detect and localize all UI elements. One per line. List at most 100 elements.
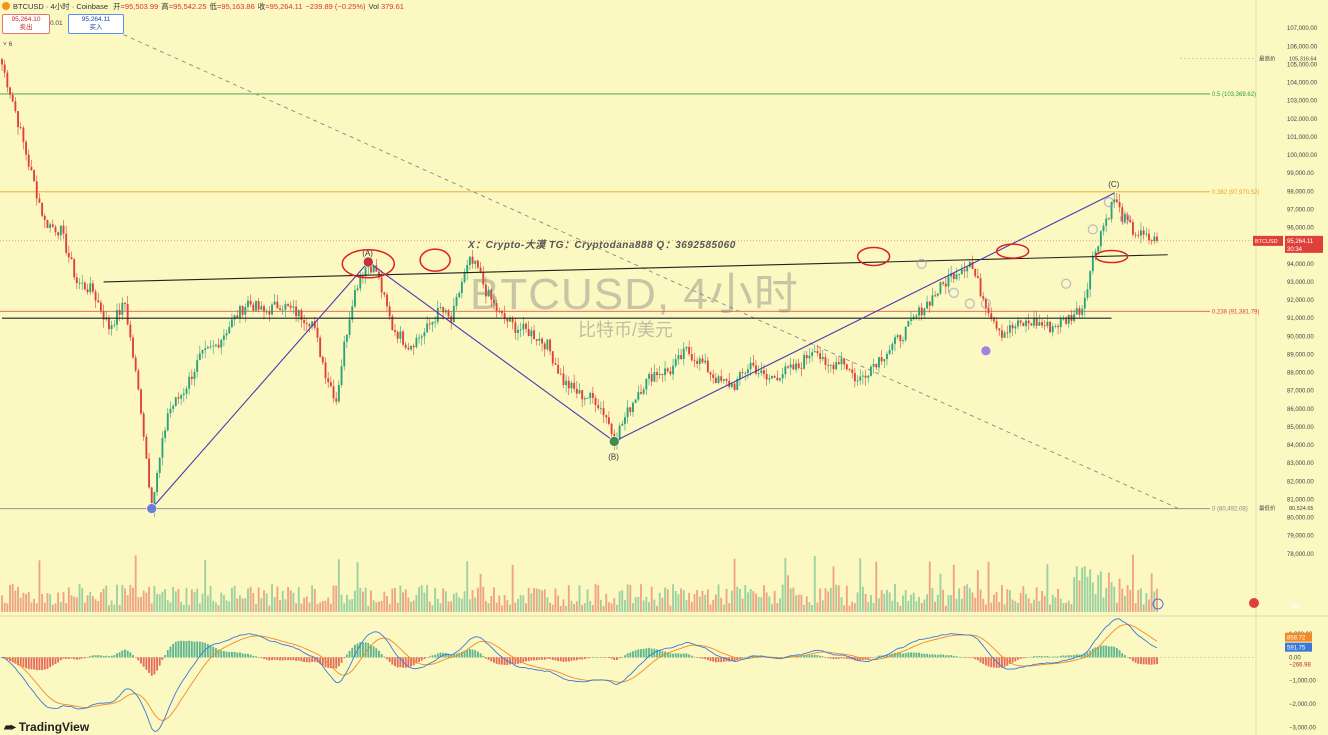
candle xyxy=(305,323,308,325)
wave-line xyxy=(151,261,369,509)
y-tick-label: 101,000.00 xyxy=(1287,135,1318,141)
y-tick-label: 97,000.00 xyxy=(1287,207,1314,213)
volume-bar xyxy=(1153,591,1156,612)
candle xyxy=(869,366,872,376)
candle xyxy=(493,299,495,304)
candle xyxy=(982,296,985,299)
macd-histogram-bar xyxy=(503,657,506,665)
macd-histogram-bar xyxy=(404,657,407,668)
candle xyxy=(672,365,675,375)
candle xyxy=(1148,233,1150,241)
volume-bar xyxy=(557,595,560,612)
macd-histogram-bar xyxy=(161,657,164,660)
macd-histogram-bar xyxy=(1041,656,1043,658)
macd-histogram-bar xyxy=(869,657,872,659)
volume-bar xyxy=(1099,571,1102,612)
volume-bar xyxy=(356,562,359,612)
macd-histogram-bar xyxy=(1038,656,1041,658)
volume-bar xyxy=(535,588,538,612)
candle xyxy=(265,311,268,313)
macd-histogram-bar xyxy=(27,657,30,670)
volume-bar xyxy=(476,587,479,612)
macd-histogram-bar xyxy=(752,655,755,658)
macd-histogram-bar xyxy=(407,657,410,668)
volume-bar xyxy=(979,589,982,612)
volume-bar xyxy=(690,601,693,612)
volume-bar xyxy=(375,602,378,612)
volume-bar xyxy=(704,594,707,612)
volume-bar xyxy=(33,598,36,612)
macd-histogram-bar xyxy=(1065,655,1068,658)
volume-bar xyxy=(613,598,616,612)
sell-button[interactable]: 95,264.10 卖出 xyxy=(2,14,50,34)
volume-bar xyxy=(484,600,487,612)
macd-histogram-bar xyxy=(549,657,552,660)
macd-histogram-bar xyxy=(501,657,503,665)
candle xyxy=(995,321,998,329)
volume-bar xyxy=(1059,598,1062,612)
symbol-line[interactable]: BTCUSD · 4小时 · Coinbase xyxy=(13,1,109,11)
buy-button[interactable]: 95,264.11 买入 xyxy=(68,14,124,34)
y-tick-label: 82,000.00 xyxy=(1287,479,1314,485)
volume-bar xyxy=(132,587,134,612)
candle xyxy=(605,415,608,418)
macd-histogram-bar xyxy=(324,657,327,668)
candle xyxy=(394,330,396,333)
candle xyxy=(83,282,86,290)
volume-bar xyxy=(1137,590,1140,612)
macd-histogram-bar xyxy=(292,657,295,661)
volume-bar xyxy=(204,559,207,612)
candle xyxy=(209,346,212,348)
macd-histogram-bar xyxy=(33,657,36,670)
macd-histogram-bar xyxy=(968,657,971,658)
candle xyxy=(976,276,979,279)
candle xyxy=(795,363,797,370)
volume-bar xyxy=(883,593,886,612)
volume-bar xyxy=(1022,586,1025,612)
candle xyxy=(1025,320,1027,327)
volume-bar xyxy=(271,584,273,612)
macd-histogram-bar xyxy=(642,648,645,658)
candle xyxy=(383,292,386,295)
fib-label: 0.238 (91,381.79) xyxy=(1212,309,1259,315)
indicator-toggle[interactable]: ˅ 6 xyxy=(3,41,13,48)
candle xyxy=(800,367,803,369)
volume-bar xyxy=(827,591,830,612)
candle xyxy=(570,382,573,389)
volume-bar xyxy=(148,586,150,612)
candle xyxy=(434,321,437,323)
candle xyxy=(656,372,658,376)
tradingview-logo[interactable]: ▰▸ TradingView xyxy=(4,720,89,734)
macd-histogram-bar xyxy=(410,657,412,667)
candle xyxy=(327,378,330,383)
macd-histogram-bar xyxy=(995,657,998,668)
macd-histogram-bar xyxy=(1067,655,1070,658)
volume-bar xyxy=(749,589,752,612)
volume-bar xyxy=(851,601,854,612)
candle xyxy=(172,405,175,409)
volume-bar xyxy=(958,588,961,612)
volume-bar xyxy=(431,605,434,612)
volume-bar xyxy=(1046,564,1049,612)
candle xyxy=(268,311,271,315)
candle xyxy=(853,372,856,382)
volume-bar xyxy=(412,600,415,612)
macd-histogram-bar xyxy=(394,657,396,667)
candle xyxy=(573,382,576,389)
candle xyxy=(303,319,306,324)
candle xyxy=(559,373,562,375)
macd-histogram-bar xyxy=(987,657,990,667)
macd-histogram-bar xyxy=(193,641,196,658)
macd-histogram-bar xyxy=(420,657,423,661)
candle xyxy=(353,290,356,307)
candle xyxy=(784,366,787,375)
volume-bar xyxy=(725,588,728,612)
candle xyxy=(332,386,335,399)
candle xyxy=(99,302,102,312)
candle xyxy=(116,310,118,325)
macd-histogram-bar xyxy=(586,657,589,659)
candle xyxy=(565,380,568,386)
macd-histogram-bar xyxy=(209,645,212,658)
